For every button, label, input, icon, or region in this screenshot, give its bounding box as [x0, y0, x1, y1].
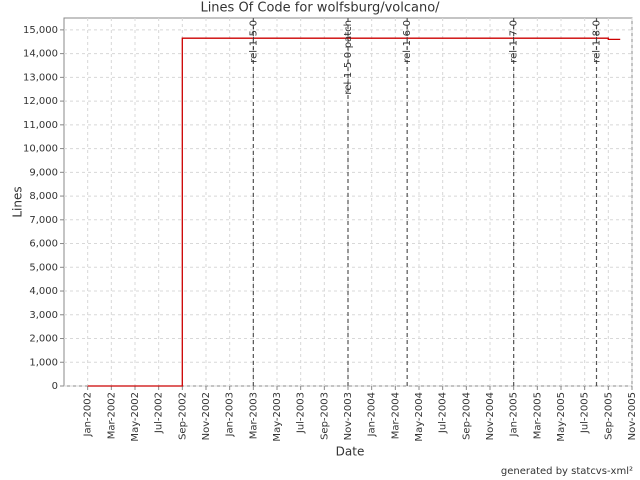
x-tick-label: Mar-2005 — [532, 392, 543, 439]
x-tick-label: Mar-2002 — [106, 392, 117, 439]
x-tick-label: May-2004 — [414, 392, 425, 442]
x-tick-label: Nov-2003 — [343, 392, 354, 440]
y-tick-label: 9,000 — [29, 167, 58, 178]
y-tick-label: 4,000 — [29, 286, 58, 297]
y-tick-label: 12,000 — [23, 96, 58, 107]
x-axis-title: Date — [336, 445, 365, 459]
y-tick-label: 14,000 — [23, 49, 58, 60]
x-tick-label: Sep-2004 — [461, 392, 472, 440]
x-tick-label: Nov-2005 — [627, 392, 638, 440]
x-tick-label: May-2003 — [272, 392, 283, 442]
y-tick-label: 0 — [52, 381, 58, 392]
y-tick-label: 3,000 — [29, 310, 58, 321]
x-tick-label: Jan-2004 — [367, 392, 378, 437]
x-tick-label: Sep-2003 — [319, 392, 330, 440]
release-label: rel-1-5-0-patch — [343, 20, 354, 95]
x-tick-label: Jul-2005 — [580, 392, 591, 434]
y-tick-label: 8,000 — [29, 191, 58, 202]
x-tick-label: May-2005 — [556, 392, 567, 442]
x-tick-label: Jul-2002 — [154, 392, 165, 434]
y-tick-label: 7,000 — [29, 215, 58, 226]
release-label: rel-1-5-0 — [248, 20, 259, 63]
release-label: rel-1-6-0 — [402, 20, 413, 63]
y-axis-title: Lines — [11, 186, 25, 217]
y-tick-label: 13,000 — [23, 72, 58, 83]
credit: generated by statcvs-xml² — [501, 466, 633, 477]
y-tick-label: 5,000 — [29, 262, 58, 273]
x-tick-label: Nov-2002 — [201, 392, 212, 440]
release-label: rel-1-8-0 — [592, 20, 603, 63]
x-tick-label: May-2002 — [130, 392, 141, 442]
x-tick-label: Mar-2004 — [390, 392, 401, 439]
x-tick-label: Jan-2005 — [509, 392, 520, 437]
y-tick-label: 2,000 — [29, 334, 58, 345]
x-tick-label: Jul-2004 — [438, 392, 449, 434]
y-tick-label: 1,000 — [29, 357, 58, 368]
x-tick-label: Sep-2002 — [177, 392, 188, 440]
y-tick-label: 15,000 — [23, 25, 58, 36]
y-tick-label: 11,000 — [23, 120, 58, 131]
y-tick-label: 6,000 — [29, 239, 58, 250]
release-label: rel-1-7-0 — [509, 20, 520, 63]
x-tick-label: Sep-2005 — [603, 392, 614, 440]
x-tick-label: Jul-2003 — [296, 392, 307, 434]
data-line — [87, 37, 621, 387]
x-tick-label: Jan-2002 — [83, 392, 94, 437]
y-tick-label: 10,000 — [23, 144, 58, 155]
x-tick-label: Mar-2003 — [248, 392, 259, 439]
chart-title: Lines Of Code for wolfsburg/volcano/ — [200, 1, 440, 16]
x-tick-label: Jan-2003 — [225, 392, 236, 437]
x-tick-label: Nov-2004 — [485, 392, 496, 440]
